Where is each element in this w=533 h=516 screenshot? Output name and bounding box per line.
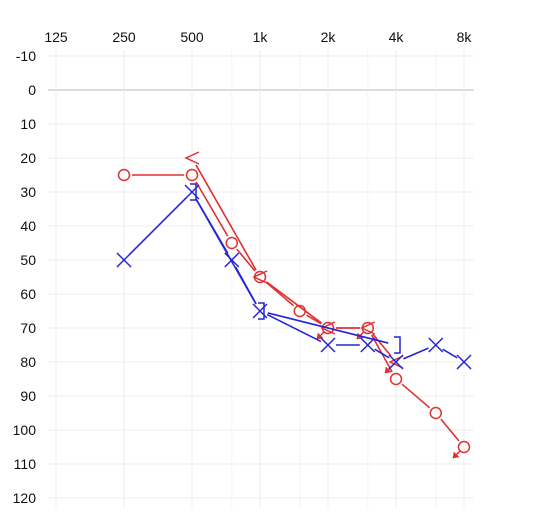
grid xyxy=(48,50,474,508)
series-bracket-right xyxy=(190,183,401,354)
series-cross xyxy=(116,184,472,370)
x-tick-label: 4k xyxy=(389,29,405,45)
y-tick-label: 20 xyxy=(20,150,36,166)
data-point-cross xyxy=(320,337,336,353)
data-point-bracket-right xyxy=(190,183,197,201)
x-axis-ticks: 125 250 500 1k 2k 4k 8k xyxy=(44,29,472,45)
series-segment xyxy=(195,181,229,237)
data-point-circle xyxy=(389,372,403,386)
y-tick-label: 50 xyxy=(20,252,36,268)
series-segment xyxy=(236,248,256,272)
y-tick-label: -10 xyxy=(16,48,36,64)
series-segment xyxy=(129,197,187,255)
data-point-bracket-left xyxy=(252,270,268,284)
series-bracket-left xyxy=(184,151,404,374)
series-segment xyxy=(403,347,429,360)
series-segment xyxy=(195,198,257,305)
no-response-arrowhead xyxy=(384,366,392,374)
data-point-cross xyxy=(116,252,132,268)
y-tick-label: 10 xyxy=(20,116,36,132)
y-tick-label: 60 xyxy=(20,286,36,302)
y-tick-label: 30 xyxy=(20,184,36,200)
data-point-bracket-right xyxy=(258,302,265,320)
x-tick-label: 125 xyxy=(44,29,68,45)
x-tick-label: 8k xyxy=(457,29,473,45)
series-segment xyxy=(265,281,323,324)
y-tick-label: 110 xyxy=(14,456,37,472)
series-segment xyxy=(440,418,460,442)
series-segment xyxy=(265,281,295,307)
y-tick-label: 40 xyxy=(20,218,36,234)
series-layer xyxy=(116,151,472,459)
data-point-cross xyxy=(388,354,404,370)
series-segment xyxy=(442,348,458,359)
data-point-cross xyxy=(428,337,444,353)
no-response-arrowhead xyxy=(452,451,460,459)
x-tick-label: 2k xyxy=(321,29,337,45)
series-segment xyxy=(306,314,322,325)
data-point-circle xyxy=(225,236,239,250)
series-segment xyxy=(372,333,392,357)
series-segment xyxy=(267,312,389,344)
data-point-cross xyxy=(456,354,472,370)
data-point-bracket-left xyxy=(320,321,336,335)
data-point-circle xyxy=(185,168,199,182)
y-axis-ticks: -10 0 10 20 30 40 50 60 70 80 90 100 110 120 xyxy=(13,48,37,506)
y-tick-label: 0 xyxy=(28,82,36,98)
data-point-bracket-left xyxy=(388,355,404,369)
y-tick-label: 120 xyxy=(13,490,37,506)
data-point-bracket-left xyxy=(359,321,376,335)
data-point-circle xyxy=(457,440,471,454)
data-point-circle xyxy=(117,168,131,182)
y-tick-label: 70 xyxy=(20,320,36,336)
series-segment xyxy=(195,164,257,271)
y-tick-label: 80 xyxy=(20,354,36,370)
y-tick-label: 90 xyxy=(20,388,36,404)
data-point-cross xyxy=(360,337,376,353)
y-tick-label: 100 xyxy=(13,422,37,438)
data-point-bracket-left xyxy=(184,151,200,165)
data-point-circle xyxy=(429,406,443,420)
series-segment xyxy=(401,383,431,409)
series-segment xyxy=(266,313,322,343)
x-tick-label: 500 xyxy=(180,29,204,45)
data-point-bracket-right xyxy=(394,336,401,354)
x-tick-label: 250 xyxy=(112,29,136,45)
x-tick-label: 1k xyxy=(253,29,269,45)
series-segment xyxy=(374,348,390,359)
